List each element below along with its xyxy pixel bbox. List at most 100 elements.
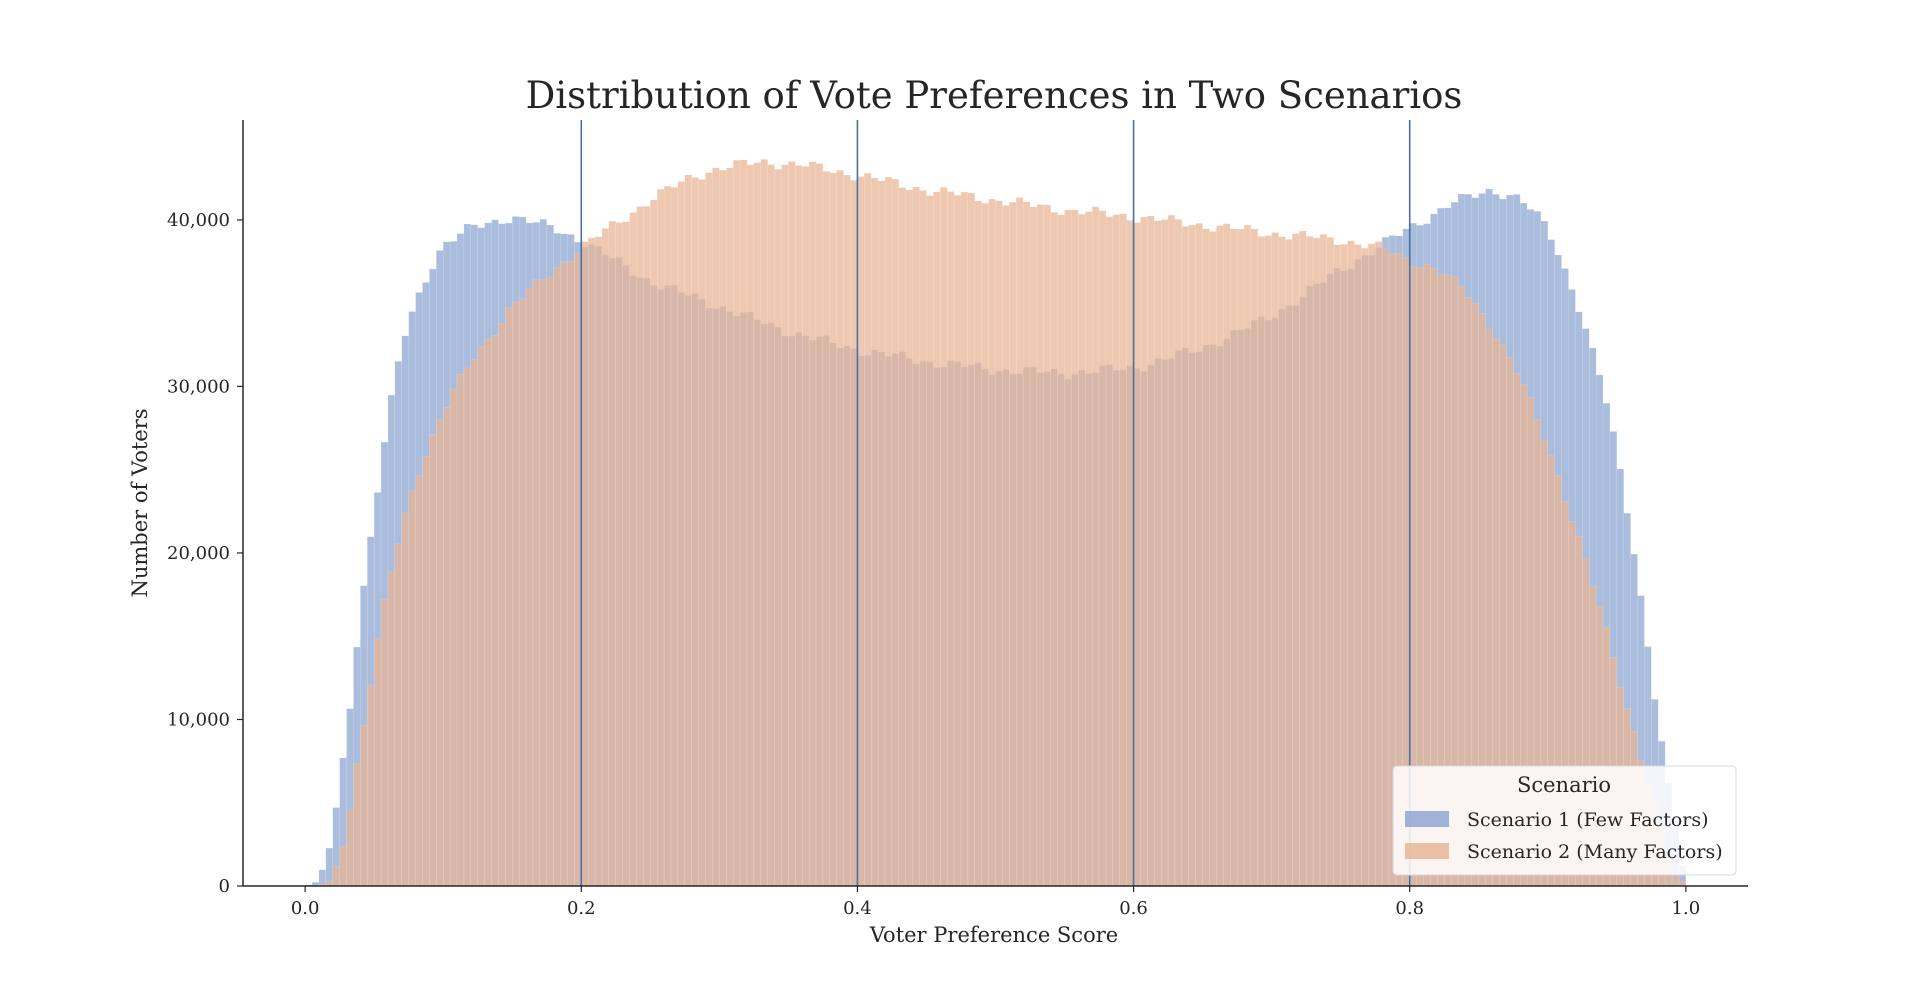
histogram-bar — [1361, 247, 1369, 887]
histogram-bar — [1174, 219, 1183, 887]
histogram-bar — [512, 301, 520, 887]
histogram-bar — [360, 725, 368, 887]
x-tick-label: 0.2 — [567, 898, 596, 919]
histogram-bar — [484, 338, 492, 887]
histogram-bar — [905, 189, 913, 887]
histogram-bar — [1071, 209, 1079, 887]
histogram-bar — [1167, 215, 1176, 887]
histogram-bar — [1022, 201, 1031, 887]
histogram-bar — [1043, 204, 1051, 887]
histogram-bar — [553, 266, 561, 887]
histogram-bar — [380, 599, 389, 887]
histogram-bar — [567, 261, 575, 887]
histogram-bar — [705, 172, 713, 887]
y-tick-label: 0 — [219, 876, 230, 897]
histogram-bar — [539, 279, 547, 887]
histogram-bar — [726, 167, 734, 887]
histogram-bar — [1368, 243, 1376, 887]
histogram-bar — [1140, 216, 1148, 887]
histogram-bar — [732, 160, 741, 887]
histogram-bar — [871, 177, 879, 887]
histogram-bar — [470, 359, 478, 887]
histogram-bar — [843, 174, 851, 887]
histogram-bar — [698, 179, 706, 887]
histogram-bar — [1285, 239, 1293, 887]
histogram-bar — [608, 220, 616, 887]
x-tick-label: 1.0 — [1672, 898, 1701, 919]
histogram-bar — [1016, 197, 1024, 887]
histogram-bar — [670, 187, 679, 887]
histogram-bar — [933, 191, 941, 887]
histogram-bar — [401, 512, 409, 887]
histogram-bar — [1064, 209, 1072, 887]
histogram-bar — [1098, 210, 1107, 887]
histogram-bar — [491, 335, 499, 887]
x-tick-label: 0.8 — [1395, 898, 1424, 919]
legend-box — [1392, 765, 1737, 876]
histogram-bar — [815, 163, 824, 887]
histogram-bar — [898, 187, 906, 887]
histogram-bar — [1299, 230, 1307, 887]
histogram-bar — [1091, 206, 1100, 887]
histogram-bar — [594, 236, 603, 887]
y-axis-ticks: 0 10,000 20,000 30,000 40,000 — [167, 210, 243, 897]
histogram-bar — [1188, 224, 1196, 887]
histogram-bar — [1257, 236, 1265, 887]
histogram-bar — [1133, 222, 1141, 887]
histogram-bar — [1264, 235, 1272, 887]
x-tick-label: 0.6 — [1119, 898, 1148, 919]
histogram-bar — [1312, 237, 1321, 887]
x-tick-label: 0.0 — [291, 898, 320, 919]
histogram-bar — [802, 166, 810, 887]
histogram-bar — [325, 847, 333, 887]
legend: Scenario Scenario 1 (Few Factors) Scenar… — [1392, 765, 1737, 876]
histogram-bar — [1202, 228, 1210, 887]
histogram-bar — [808, 161, 817, 887]
histogram-bar — [1230, 228, 1238, 887]
histogram-bar — [739, 159, 748, 887]
histogram-bar — [525, 287, 534, 887]
histogram-bar — [912, 186, 920, 887]
axes — [242, 120, 1748, 887]
histogram-bar — [829, 172, 837, 887]
histogram-bar — [926, 195, 934, 887]
histogram-bar — [946, 191, 955, 887]
histogram-bar — [629, 212, 637, 887]
histogram-bar — [1126, 220, 1134, 887]
histogram-bar — [1236, 228, 1245, 887]
histogram-bar — [1326, 237, 1334, 887]
histogram-bar — [836, 170, 844, 887]
histogram-bar — [1271, 232, 1279, 887]
histogram-bar — [367, 684, 375, 887]
histogram-bar — [1147, 215, 1155, 887]
y-tick-label: 40,000 — [167, 210, 230, 231]
histogram-bar — [587, 237, 596, 887]
histogram-bar — [415, 475, 423, 887]
x-axis-ticks: 0.0 0.2 0.4 0.6 0.8 1.0 — [291, 886, 1700, 919]
legend-label-scenario-2: Scenario 2 (Many Factors) — [1467, 841, 1723, 863]
histogram-bar — [891, 178, 900, 887]
histogram-bar — [1029, 206, 1038, 887]
histogram-bar — [615, 222, 623, 887]
histogram-bar — [857, 176, 865, 887]
histogram-bar — [919, 190, 927, 887]
histogram-bar — [884, 177, 893, 887]
histogram-bar — [477, 346, 485, 887]
histogram-bar — [456, 374, 465, 887]
histogram-bar — [1216, 225, 1224, 887]
histogram-bar — [408, 490, 416, 887]
histogram-bar — [1002, 205, 1010, 887]
histogram-bar — [988, 198, 996, 887]
histogram-bar — [422, 456, 430, 887]
histogram-bar — [532, 279, 541, 887]
histogram-bar — [429, 434, 437, 887]
histogram-bar — [1209, 231, 1217, 887]
histogram-bar — [498, 323, 506, 887]
histogram-bar — [1119, 213, 1127, 887]
histogram-bar — [1354, 244, 1362, 887]
histogram-bar — [1181, 226, 1190, 887]
histogram-bar — [1078, 214, 1086, 887]
histogram-bar — [601, 228, 610, 887]
histogram-bar — [774, 169, 782, 887]
histogram-bar — [1305, 236, 1314, 887]
